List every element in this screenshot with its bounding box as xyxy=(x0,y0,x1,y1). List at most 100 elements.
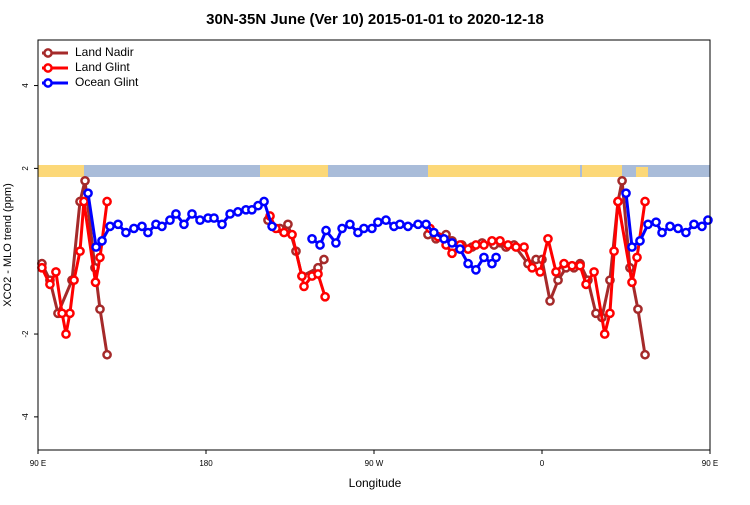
data-point xyxy=(665,221,675,232)
plot-area xyxy=(37,175,713,360)
x-tick-label: 180 xyxy=(199,459,213,468)
data-point xyxy=(545,296,555,306)
data-point xyxy=(121,227,131,238)
x-tick-label: 90 E xyxy=(30,459,46,468)
land-strip xyxy=(428,165,580,177)
data-point xyxy=(65,308,75,319)
data-point xyxy=(137,221,147,232)
data-point xyxy=(463,244,473,254)
data-point xyxy=(83,188,93,199)
data-point xyxy=(689,219,699,230)
data-point xyxy=(605,308,615,319)
data-point xyxy=(635,236,645,246)
data-point xyxy=(421,219,431,230)
data-point xyxy=(225,209,235,219)
data-point xyxy=(95,252,105,263)
data-point xyxy=(37,262,47,273)
legend-marker xyxy=(43,48,53,58)
data-point xyxy=(609,246,619,257)
chart-title: 30N-35N June (Ver 10) 2015-01-01 to 2020… xyxy=(206,11,544,28)
data-point xyxy=(51,267,61,277)
data-point xyxy=(613,196,623,207)
data-point xyxy=(633,304,643,315)
data-point xyxy=(45,279,55,290)
data-point xyxy=(479,252,489,263)
data-point xyxy=(503,240,513,250)
data-point xyxy=(287,229,297,240)
data-point xyxy=(80,175,90,186)
data-point xyxy=(79,196,89,207)
data-point xyxy=(97,236,107,246)
data-point xyxy=(267,221,277,232)
data-point xyxy=(337,223,347,234)
data-point xyxy=(487,236,497,246)
x-axis-label: Longitude xyxy=(349,476,402,490)
data-point xyxy=(640,349,650,360)
data-point xyxy=(102,349,112,360)
data-point xyxy=(102,196,112,207)
data-point xyxy=(471,264,481,275)
data-point xyxy=(543,233,553,244)
data-point xyxy=(673,223,683,234)
y-tick-label: -4 xyxy=(21,413,30,421)
data-point xyxy=(75,246,85,257)
data-point xyxy=(413,219,423,230)
y-tick-label: 2 xyxy=(21,166,30,171)
legend-label: Ocean Glint xyxy=(75,75,139,89)
data-point xyxy=(527,262,537,273)
data-point xyxy=(640,196,650,207)
x-tick-label: 90 E xyxy=(702,459,718,468)
land-strip xyxy=(636,167,648,177)
data-point xyxy=(195,215,205,226)
legend-marker xyxy=(43,63,53,73)
data-point xyxy=(165,215,175,226)
data-point xyxy=(681,227,691,238)
data-point xyxy=(559,258,569,269)
data-point xyxy=(519,242,529,252)
data-point xyxy=(627,242,637,252)
data-point xyxy=(307,233,317,244)
data-point xyxy=(90,277,101,288)
data-point xyxy=(209,213,219,223)
data-point xyxy=(643,219,653,230)
legend-label: Land Nadir xyxy=(75,45,134,59)
data-point xyxy=(367,223,377,234)
legend-label: Land Glint xyxy=(75,60,130,74)
data-point xyxy=(551,267,561,277)
data-point xyxy=(331,238,341,248)
data-point xyxy=(553,275,563,286)
data-point xyxy=(455,244,465,254)
data-point xyxy=(187,209,197,219)
land-strip xyxy=(582,165,622,177)
data-point xyxy=(381,215,391,226)
data-point xyxy=(697,221,707,232)
data-point xyxy=(581,279,591,290)
data-point xyxy=(105,221,115,232)
data-point xyxy=(143,227,153,238)
data-point xyxy=(299,281,309,292)
data-point xyxy=(657,227,667,238)
data-point xyxy=(320,291,330,302)
data-point xyxy=(61,329,71,339)
data-point xyxy=(471,240,481,250)
data-point xyxy=(403,221,413,232)
data-point xyxy=(129,223,139,234)
data-point xyxy=(651,217,661,228)
data-point xyxy=(321,225,331,236)
data-point xyxy=(575,260,585,271)
data-point xyxy=(479,240,489,250)
land-strip xyxy=(260,165,328,177)
data-point xyxy=(589,267,599,277)
data-point xyxy=(113,219,123,230)
data-point xyxy=(491,252,501,263)
data-point xyxy=(487,258,497,269)
data-point xyxy=(95,304,105,315)
y-tick-label: 4 xyxy=(21,83,30,88)
data-point xyxy=(567,260,577,271)
data-point xyxy=(429,227,439,238)
data-point xyxy=(447,238,457,248)
data-point xyxy=(91,242,101,252)
data-point xyxy=(69,275,79,286)
